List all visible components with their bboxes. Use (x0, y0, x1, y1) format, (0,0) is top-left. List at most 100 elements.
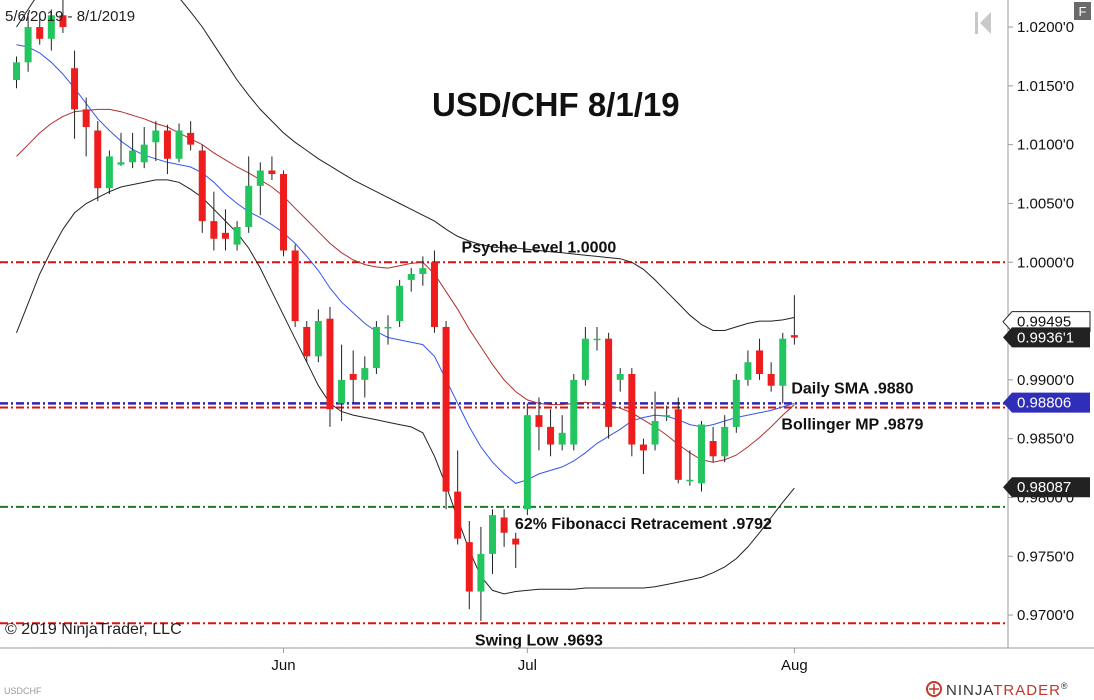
price-tag-box (1003, 477, 1090, 498)
copyright-text: © 2019 NinjaTrader, LLC (5, 621, 182, 638)
candle-body (790, 335, 798, 338)
price-tick-label: 1.0150'0 (1017, 78, 1074, 95)
candle-body (59, 15, 67, 28)
candle-body (674, 409, 682, 480)
price-tick-label: 1.0050'0 (1017, 195, 1074, 212)
candle-body (13, 62, 20, 80)
candle-body (314, 321, 322, 357)
level-label-fib: 62% Fibonacci Retracement .9792 (515, 516, 772, 533)
candle-body (628, 373, 636, 445)
candle-body (593, 338, 601, 341)
candle-body (430, 262, 438, 327)
candle-body (686, 479, 694, 482)
price-tag-box (1003, 392, 1090, 413)
symbol-watermark: USDCHF (4, 686, 42, 696)
candle-body (407, 274, 415, 280)
candle-body (384, 326, 392, 329)
price-tick-label: 1.0100'0 (1017, 137, 1074, 154)
ninja-logo-icon (926, 681, 942, 697)
price-tag-label: 0.99495 (1017, 314, 1071, 331)
candle-body (581, 338, 589, 380)
candle-body (245, 185, 253, 227)
candle-body (500, 517, 508, 533)
price-tag-box (1003, 327, 1090, 348)
candle-body (256, 170, 264, 186)
brand-wordmark: NINJATRADER® (946, 681, 1069, 699)
candle-body (221, 232, 229, 239)
candle-body (489, 515, 497, 554)
price-tick-label: 1.0200'0 (1017, 19, 1074, 36)
bollinger-lower-band (16, 179, 795, 595)
level-labels: Psyche Level 1.0000 Daily SMA .9880 Bollin… (462, 239, 924, 649)
candle-body (36, 27, 44, 39)
price-tag-label: 0.9936'1 (1017, 329, 1074, 346)
candle-body (187, 132, 195, 145)
candle-body (152, 130, 160, 143)
candle-body (419, 268, 427, 275)
candle-body (512, 538, 520, 545)
candle-body (547, 426, 555, 445)
candle-body (651, 421, 659, 445)
price-tick-label: 0.9700'0 (1017, 607, 1074, 624)
ninjatrader-logo: NINJATRADER® (926, 681, 1069, 699)
candle-body (129, 150, 137, 163)
candle-body (535, 415, 543, 427)
horizontal-levels (0, 261, 1008, 625)
price-tag-dark: 0.9936'1 (1003, 327, 1090, 348)
candle-body (465, 542, 473, 592)
candle-body (105, 156, 113, 189)
level-label-sma: Daily SMA .9880 (791, 380, 913, 397)
candle-body (605, 338, 613, 427)
corner-badge[interactable]: F (1074, 2, 1091, 20)
collapse-panel-icon[interactable] (975, 12, 991, 34)
candle-body (338, 379, 346, 404)
candle-body (349, 373, 357, 380)
price-tick-label: 0.9900'0 (1017, 372, 1074, 389)
chart-title: USD/CHF 8/1/19 (432, 86, 680, 123)
time-tick-label: Jun (271, 657, 295, 674)
candle-body (396, 285, 404, 322)
candle-body (558, 432, 566, 445)
candle-body (372, 326, 380, 369)
candle-body (732, 379, 740, 427)
bollinger-middle-line (16, 108, 795, 463)
level-label-bmp: Bollinger MP .9879 (781, 417, 923, 434)
price-tick-label: 1.0000'0 (1017, 254, 1074, 271)
candle-body (721, 426, 729, 457)
candle-body (303, 326, 311, 357)
candle-body (268, 170, 276, 175)
candle-body (756, 350, 764, 374)
date-range-label: 5/6/2019 - 8/1/2019 (5, 8, 135, 25)
candle-body (94, 130, 102, 189)
level-label-psyche: Psyche Level 1.0000 (462, 239, 617, 256)
candle-body (523, 415, 531, 510)
candle-body (175, 130, 183, 159)
candle-body (697, 424, 705, 484)
time-tick-label: Aug (781, 657, 808, 674)
price-tag-blue: 0.98806 (1003, 392, 1090, 413)
time-tick-label: Jul (518, 657, 537, 674)
candle-body (280, 174, 288, 251)
candle-body (326, 318, 334, 410)
price-tick-label: 0.9750'0 (1017, 548, 1074, 565)
candle-body (663, 415, 671, 417)
candle-body (233, 226, 241, 245)
candle-body (24, 27, 32, 63)
price-tag-dark: 0.98087 (1003, 477, 1090, 498)
candle-body (639, 444, 647, 451)
candle-body (442, 326, 450, 492)
level-label-swing: Swing Low .9693 (475, 632, 603, 649)
candle-body (163, 130, 171, 159)
candle-body (570, 379, 578, 445)
candle-body (361, 368, 369, 380)
candle-body (82, 109, 90, 128)
time-axis: Jun Jul Aug (271, 648, 808, 674)
candle-body (744, 362, 752, 380)
candle-body (140, 144, 148, 163)
candle-body (779, 338, 787, 386)
candle-body (198, 150, 206, 222)
candle-body (117, 162, 125, 165)
